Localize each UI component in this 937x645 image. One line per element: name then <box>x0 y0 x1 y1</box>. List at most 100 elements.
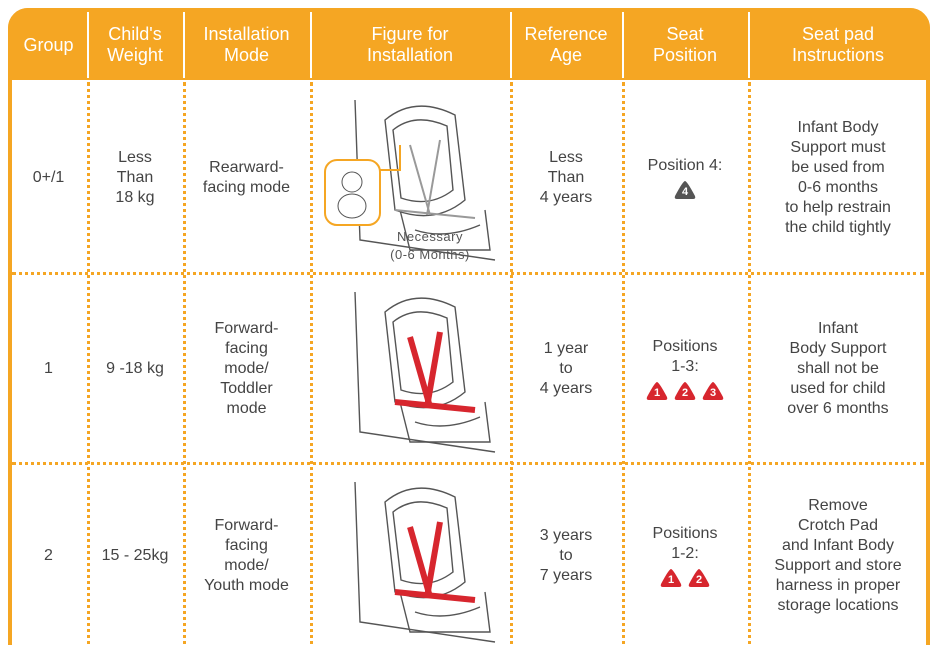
badge-shape <box>674 382 696 400</box>
header-line: Group <box>23 34 74 55</box>
badge-number: 2 <box>696 574 702 586</box>
instructions-text: Support must <box>790 139 886 156</box>
header-divider <box>87 12 89 78</box>
badge-row: 4 <box>674 180 696 200</box>
figure-cell: Necessary (0-6 Months) <box>310 84 510 272</box>
mode-text: Forward- <box>214 320 279 337</box>
instructions-text: be used from <box>791 159 885 176</box>
mode-text: Rearward- <box>209 159 284 176</box>
seat-cell: Positions 1-2: 1 2 <box>622 466 748 645</box>
position-badge: 2 <box>688 568 710 587</box>
seat-text: Positions <box>652 338 718 355</box>
instructions-text: Body Support <box>789 340 887 357</box>
instructions-text: Remove <box>808 496 868 514</box>
mode-text: mode/ <box>224 556 269 574</box>
instructions-text: and Infant Body <box>781 536 895 554</box>
badge-shape <box>660 568 682 587</box>
column-separator <box>87 82 90 645</box>
badge-number: 3 <box>710 387 716 399</box>
caption-line: Necessary <box>397 229 463 244</box>
header-divider <box>748 12 750 78</box>
seat-figure <box>324 99 496 261</box>
instructions-text: Support and store <box>774 556 902 574</box>
badge-number: 1 <box>668 574 674 586</box>
mode-text: mode/ <box>224 360 269 377</box>
instructions-text: Infant <box>817 320 859 337</box>
header-line: Installation <box>203 24 290 44</box>
age-text: to <box>559 546 573 564</box>
column-separator <box>183 82 186 645</box>
age-cell: 1 year to 4 years <box>510 276 622 462</box>
mode-cell: Forward-facing mode/Toddler mode <box>183 276 310 462</box>
group-cell: 2 <box>10 466 87 645</box>
instructions-text: 0-6 months <box>797 179 879 196</box>
mode-text: facing mode <box>202 179 291 196</box>
weight-text: Less <box>118 149 152 166</box>
badge-number: 4 <box>682 186 689 198</box>
mode-text: Forward- <box>214 516 279 534</box>
weight-text: 15 - 25kg <box>101 546 169 564</box>
header-cell: Figure for Installation <box>310 12 510 78</box>
mode-text: Toddler <box>220 380 273 397</box>
figure-cell <box>310 466 510 645</box>
row-separator <box>12 462 924 465</box>
instructions-text: shall not be <box>797 360 879 377</box>
header-cell: Seat pad Instructions <box>748 12 928 78</box>
figure-caption: Necessary (0-6 Months) <box>390 228 470 264</box>
position-badge: 1 <box>660 568 682 587</box>
group-cell: 1 <box>10 276 87 462</box>
seat-text: Position 4: <box>647 157 723 174</box>
age-text: 1 year <box>543 340 589 357</box>
instructions-cell: Remove Crotch Pad and Infant Body Support a… <box>748 466 928 645</box>
header-line: Age <box>549 45 583 65</box>
instructions-text: to help restrain <box>785 199 891 216</box>
age-text: 7 years <box>539 566 593 584</box>
header-cell: Installation Mode <box>183 12 310 78</box>
header-line: Child's <box>108 24 162 44</box>
weight-text: 18 kg <box>115 189 155 206</box>
header-line: Position <box>652 45 718 65</box>
age-text: 4 years <box>539 380 593 397</box>
instructions-text: used for child <box>790 380 886 397</box>
group-text: 1 <box>44 360 53 377</box>
weight-cell: Less Than 18 kg <box>87 84 183 272</box>
age-text: Less <box>549 149 583 166</box>
caption-line: (0-6 Months) <box>390 247 470 262</box>
weight-cell: 15 - 25kg <box>87 466 183 645</box>
header-cell: Reference Age <box>510 12 622 78</box>
header-line: Figure for <box>371 24 449 44</box>
badge-shape <box>688 568 710 587</box>
badge-row: 1 2 3 <box>646 381 724 401</box>
seat-text: Positions <box>652 524 718 542</box>
group-cell: 0+/1 <box>10 84 87 272</box>
age-cell: 3 years to 7 years <box>510 466 622 645</box>
seat-figure <box>354 481 496 643</box>
weight-text: 9 -18 kg <box>106 360 164 377</box>
instructions-text: the child tightly <box>785 219 891 236</box>
header-line: Mode <box>223 45 270 65</box>
instructions-text: harness in proper <box>775 576 901 594</box>
seat-text: 1-2: <box>671 544 699 562</box>
mode-text: mode <box>226 400 267 417</box>
position-badge: 3 <box>702 382 724 400</box>
column-separator <box>510 82 513 645</box>
position-badge: 4 <box>674 181 696 199</box>
header-divider <box>183 12 185 78</box>
badge-number: 2 <box>682 387 688 399</box>
header-line: Instructions <box>791 45 885 65</box>
instructions-text: Infant Body <box>797 119 879 136</box>
instructions-cell: Infant Body Support shall not be used for c… <box>748 276 928 462</box>
age-text: to <box>559 360 573 377</box>
header-divider <box>622 12 624 78</box>
age-cell: Less Than 4 years <box>510 84 622 272</box>
weight-cell: 9 -18 kg <box>87 276 183 462</box>
group-text: 2 <box>44 546 53 564</box>
mode-text: Youth mode <box>204 576 289 594</box>
header-band <box>8 8 930 80</box>
header-line: Reference <box>524 24 608 44</box>
figure-cell <box>310 276 510 462</box>
mode-cell: Forward-facing mode/Youth mode <box>183 466 310 645</box>
position-badge: 1 <box>646 382 668 400</box>
header-line: Seat <box>666 24 704 44</box>
